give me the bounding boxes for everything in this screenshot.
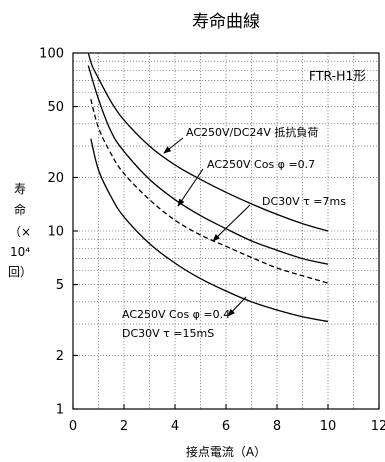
y-tick-label: 100: [39, 47, 64, 62]
y-tick-label: 50: [47, 100, 64, 115]
annotation-arrow: [212, 204, 251, 242]
annotation-arrow: [227, 296, 247, 317]
series-line-3: [90, 99, 329, 284]
x-axis-label: 接点電流（A）: [186, 444, 266, 459]
y-axis-label-part: 回）: [8, 265, 32, 279]
y-axis-label: 寿命 （× 10⁴ 回）: [8, 182, 32, 279]
series-line-4: [90, 138, 329, 323]
y-tick-label: 1: [56, 403, 64, 418]
x-tick-label: 4: [171, 419, 179, 434]
y-tick-label: 5: [56, 278, 64, 293]
annotation-label: AC250V Cos φ =0.4: [122, 308, 230, 321]
series-line-2: [87, 65, 329, 265]
y-axis-label-part: 寿: [14, 182, 26, 196]
x-tick-label: 2: [120, 419, 128, 434]
x-tick-label: 8: [273, 419, 281, 434]
annotation-label: DC30V τ =15mS: [122, 327, 214, 340]
x-tick-label: 0: [69, 419, 77, 434]
x-tick-label: 12: [371, 419, 385, 434]
annotation-arrows: [163, 137, 251, 317]
y-tick-label: 20: [47, 171, 64, 186]
x-tick-label: 10: [320, 419, 337, 434]
chart-title: 寿命曲線: [192, 12, 260, 32]
annotation-label: AC250V Cos φ =0.7: [207, 158, 315, 171]
annotations: AC250V/DC24V 抵抗負荷 AC250V Cos φ =0.7 DC30V …: [122, 125, 346, 340]
series-curves: [87, 52, 329, 323]
y-axis-label-part: 命: [14, 202, 26, 217]
model-label: FTR-H1形: [309, 68, 367, 83]
y-axis: 1 2 5 10 20 50 100: [39, 47, 78, 418]
series-line-1: [87, 52, 329, 232]
x-axis: 0 2 4 6 8 10 12: [69, 404, 385, 434]
annotation-arrow: [177, 168, 204, 207]
annotation-label: DC30V τ =7ms: [262, 195, 346, 208]
y-tick-label: 2: [56, 349, 64, 364]
y-axis-label-part: （×: [9, 225, 31, 239]
annotation-label: AC250V/DC24V 抵抗負荷: [186, 125, 318, 139]
grid: [73, 53, 379, 409]
y-tick-label: 10: [47, 225, 64, 240]
x-tick-label: 6: [222, 419, 230, 434]
y-axis-label-part: 10⁴: [10, 245, 30, 259]
annotation-arrow: [163, 137, 184, 154]
